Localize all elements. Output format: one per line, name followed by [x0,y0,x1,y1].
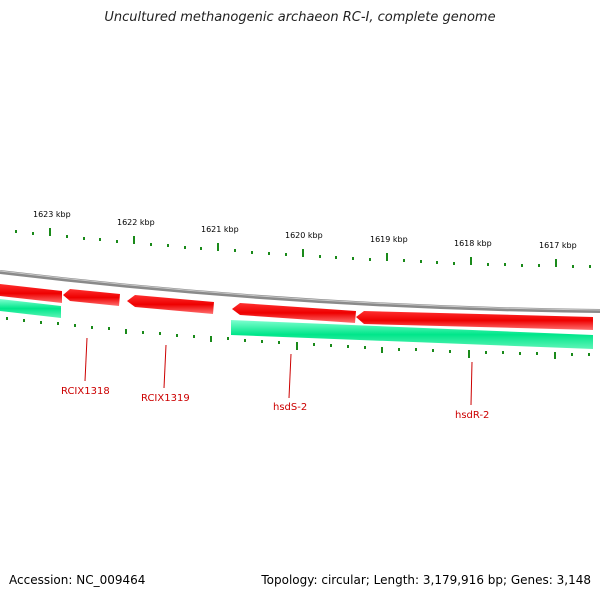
gene-arrow-rcix1318[interactable] [63,289,120,306]
gene-label-rcix1318[interactable]: RCIX1318 [61,386,110,397]
tick-label: 1622 kbp [117,218,155,227]
reverse-strand-genes [0,299,593,349]
tick-label: 1623 kbp [33,210,71,219]
gene-arrow-rcix1319[interactable] [127,295,214,314]
major-tick [49,228,51,236]
gene-label-leaders [84,337,473,406]
accession-text: Accession: NC_009464 [9,573,146,587]
tick-label: 1617 kbp [539,241,577,250]
tick-labels: 1623 kbp 1622 kbp 1621 kbp 1620 kbp 1619… [33,210,577,250]
gene-labels: RCIX1318 RCIX1319 hsdS-2 hsdR-2 [61,386,489,421]
leader-line [288,353,292,399]
major-tick [217,243,219,251]
genome-title: Uncultured methanogenic archaeon RC-I, c… [104,10,496,25]
leader-line [470,361,473,406]
major-tick [386,253,388,261]
leader-line [84,337,88,382]
minor-ticks [15,230,591,268]
tick-label: 1621 kbp [201,225,239,234]
major-tick [133,236,135,244]
tick-label: 1619 kbp [370,235,408,244]
gene-arrow-hsds-2[interactable] [232,303,356,323]
gene-arrow[interactable] [0,284,62,303]
tick-label: 1618 kbp [454,239,492,248]
leader-line [163,344,167,389]
gene-bar[interactable] [0,299,61,318]
major-tick [302,249,304,257]
genome-backbone [0,270,600,313]
gene-bar[interactable] [231,320,593,349]
tick-label: 1620 kbp [285,231,323,240]
gene-label-rcix1319[interactable]: RCIX1319 [141,393,190,404]
gene-arrow-hsdr-2[interactable] [356,311,593,330]
genome-summary-text: Topology: circular; Length: 3,179,916 bp… [261,573,591,587]
major-tick [555,259,557,267]
bottom-tick-row [6,317,590,359]
gene-label-hsdr-2[interactable]: hsdR-2 [455,410,489,421]
gene-label-hsds-2[interactable]: hsdS-2 [273,402,307,413]
top-tick-row [15,228,591,268]
major-tick [470,257,472,265]
forward-strand-genes [0,284,593,330]
